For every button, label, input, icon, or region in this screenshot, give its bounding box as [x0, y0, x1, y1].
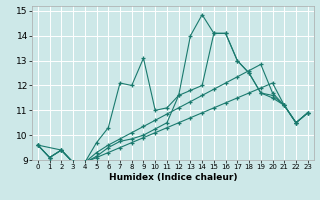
- X-axis label: Humidex (Indice chaleur): Humidex (Indice chaleur): [108, 173, 237, 182]
